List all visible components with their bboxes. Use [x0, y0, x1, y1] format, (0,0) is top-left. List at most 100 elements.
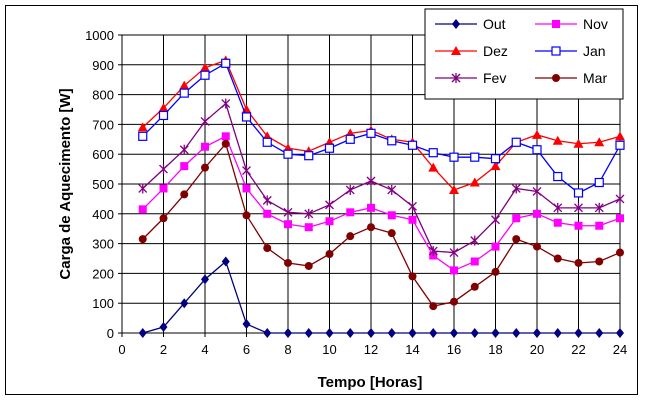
data-point-nov	[512, 214, 521, 223]
data-point-jan	[573, 188, 584, 198]
legend-label: Fev	[483, 70, 506, 86]
data-point-out	[553, 328, 562, 338]
data-point-mar	[491, 267, 500, 276]
y-axis-title: Carga de Aquecimento [W]	[57, 88, 74, 279]
data-point-jan	[200, 70, 210, 80]
data-point-mar	[201, 163, 209, 172]
data-point-fev	[574, 202, 583, 213]
data-point-out	[387, 328, 396, 338]
data-point-out	[533, 328, 541, 338]
data-point-mar	[553, 254, 562, 263]
data-point-nov	[387, 211, 396, 220]
data-point-jan	[138, 131, 148, 141]
data-point-jan	[449, 152, 459, 162]
data-point-nov	[242, 184, 251, 193]
y-tick-label: 1000	[85, 28, 114, 43]
legend-item-nov: Nov	[535, 16, 608, 32]
data-point-dez	[573, 138, 584, 148]
data-point-jan	[241, 112, 252, 122]
data-point-out	[429, 328, 438, 338]
data-point-jan	[428, 148, 438, 158]
data-point-mar	[304, 261, 313, 270]
x-tick-label: 22	[571, 342, 585, 357]
data-point-nov	[491, 242, 500, 251]
data-point-jan	[553, 171, 563, 182]
data-point-dez	[552, 135, 563, 145]
data-point-fev	[179, 144, 189, 155]
data-point-dez	[137, 122, 148, 132]
data-point-out	[325, 328, 334, 338]
data-point-dez	[532, 129, 542, 139]
data-point-out	[346, 328, 355, 338]
x-tick-label: 8	[284, 342, 291, 357]
data-point-out	[242, 319, 251, 330]
data-point-jan	[366, 128, 376, 138]
data-point-out	[595, 328, 604, 338]
data-point-dez	[469, 177, 480, 187]
data-point-jan	[304, 151, 314, 161]
data-point-jan	[262, 137, 272, 147]
data-point-out	[367, 328, 375, 338]
data-point-fev	[594, 202, 604, 213]
legend-marker	[451, 46, 461, 55]
series-line-mar	[142, 142, 621, 307]
data-point-mar	[325, 250, 334, 259]
data-point-fev	[366, 176, 376, 187]
series-fev	[138, 98, 625, 258]
data-point-fev	[491, 214, 500, 225]
data-point-nov	[367, 203, 375, 212]
data-point-mar	[429, 302, 438, 311]
data-point-mar	[367, 223, 375, 232]
data-point-nov	[201, 142, 209, 151]
data-point-out	[408, 328, 417, 338]
data-point-nov	[325, 217, 334, 226]
y-tick-label: 700	[92, 117, 114, 132]
data-point-jan	[345, 134, 355, 144]
data-point-fev	[283, 207, 293, 218]
y-tick-label: 500	[92, 177, 114, 192]
data-point-dez	[158, 103, 169, 113]
data-point-mar	[180, 190, 189, 199]
data-point-nov	[180, 162, 189, 171]
data-point-out	[180, 298, 189, 309]
data-point-jan	[490, 154, 501, 164]
data-point-nov	[533, 209, 541, 218]
data-point-fev	[325, 199, 334, 210]
y-axis-ticks: 0 100 200 300 400 500 600 700 800 900 1000	[85, 28, 122, 341]
data-point-nov	[304, 223, 313, 232]
data-point-mar	[574, 258, 583, 267]
x-tick-label: 20	[530, 342, 544, 357]
data-point-fev	[387, 184, 397, 195]
data-point-out	[491, 328, 500, 338]
data-point-fev	[428, 246, 438, 257]
data-point-jan	[532, 145, 542, 155]
x-tick-label: 24	[613, 342, 627, 357]
data-point-dez	[449, 184, 459, 194]
data-point-dez	[428, 162, 439, 172]
legend-marker	[551, 46, 561, 56]
data-point-fev	[159, 164, 168, 175]
data-point-jan	[158, 110, 169, 121]
data-point-out	[159, 322, 168, 333]
legend-marker	[451, 73, 461, 83]
data-point-fev	[221, 98, 231, 109]
series-group	[137, 55, 625, 338]
legend-label: Out	[483, 16, 506, 32]
data-point-fev	[408, 201, 417, 212]
data-point-mar	[242, 211, 251, 220]
data-point-mar	[408, 272, 417, 281]
y-tick-label: 200	[92, 266, 114, 281]
legend-item-jan: Jan	[535, 43, 606, 59]
legend-label: Nov	[583, 16, 608, 32]
data-point-fev	[345, 184, 355, 195]
data-point-out	[450, 328, 458, 338]
data-point-mar	[346, 232, 355, 241]
data-point-mar	[470, 282, 479, 291]
y-tick-label: 800	[92, 88, 114, 103]
data-point-jan	[324, 143, 335, 153]
x-tick-label: 2	[160, 342, 167, 357]
data-point-fev	[200, 116, 210, 127]
legend-item-dez: Dez	[435, 43, 508, 59]
x-tick-label: 0	[118, 342, 125, 357]
